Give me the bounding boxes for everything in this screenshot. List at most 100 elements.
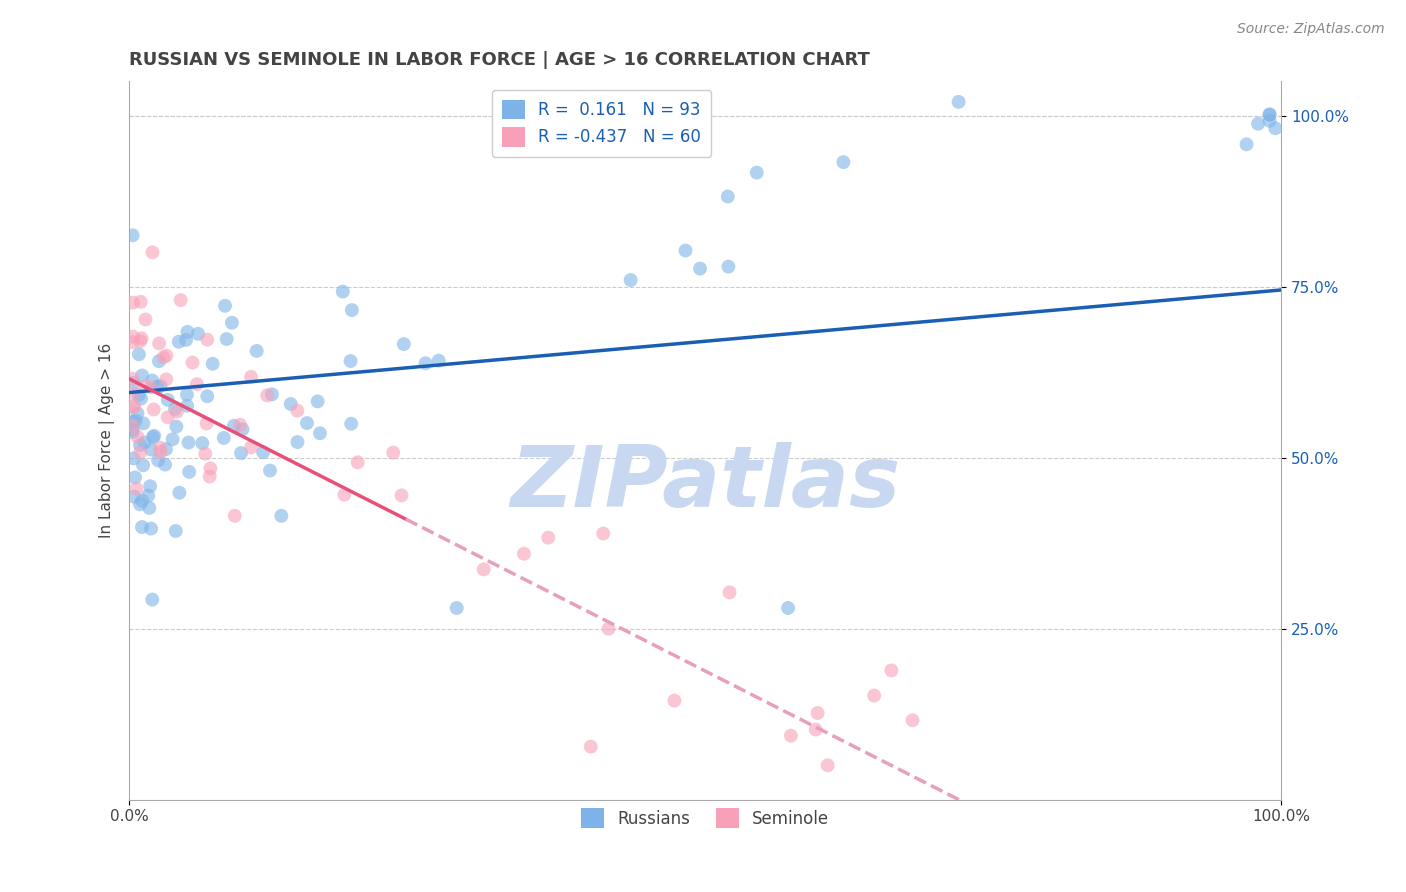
Point: [148, 354, 170, 368]
Point: [129, 497, 152, 511]
Point: [121, 418, 143, 433]
Point: [214, 299, 236, 313]
Point: [146, 380, 169, 394]
Point: [134, 379, 156, 393]
Point: [179, 465, 201, 479]
Point: [513, 547, 536, 561]
Text: ZIPatlas: ZIPatlas: [510, 442, 900, 525]
Point: [339, 354, 361, 368]
Point: [427, 353, 450, 368]
Point: [333, 488, 356, 502]
Point: [141, 592, 163, 607]
Point: [176, 387, 198, 401]
Point: [863, 689, 886, 703]
Point: [285, 403, 308, 417]
Point: [124, 470, 146, 484]
Point: [177, 435, 200, 450]
Point: [155, 349, 177, 363]
Point: [156, 392, 179, 407]
Point: [295, 416, 318, 430]
Point: [307, 394, 329, 409]
Point: [132, 417, 155, 431]
Point: [122, 451, 145, 466]
Point: [717, 260, 740, 274]
Point: [132, 458, 155, 473]
Point: [259, 464, 281, 478]
Point: [340, 417, 363, 431]
Point: [194, 447, 217, 461]
Point: [382, 445, 405, 459]
Point: [195, 417, 218, 431]
Point: [169, 293, 191, 307]
Text: Source: ZipAtlas.com: Source: ZipAtlas.com: [1237, 22, 1385, 37]
Point: [195, 333, 218, 347]
Point: [167, 334, 190, 349]
Point: [149, 445, 172, 459]
Point: [340, 303, 363, 318]
Point: [689, 261, 711, 276]
Point: [198, 469, 221, 483]
Point: [139, 479, 162, 493]
Point: [212, 431, 235, 445]
Point: [256, 388, 278, 402]
Point: [717, 189, 740, 203]
Point: [121, 335, 143, 350]
Point: [136, 489, 159, 503]
Point: [240, 441, 263, 455]
Point: [163, 401, 186, 416]
Point: [598, 622, 620, 636]
Point: [592, 526, 614, 541]
Point: [280, 397, 302, 411]
Point: [1264, 121, 1286, 136]
Point: [804, 723, 827, 737]
Point: [122, 400, 145, 414]
Point: [131, 493, 153, 508]
Point: [1258, 107, 1281, 121]
Point: [165, 419, 187, 434]
Point: [128, 388, 150, 402]
Point: [122, 490, 145, 504]
Point: [127, 406, 149, 420]
Point: [195, 389, 218, 403]
Point: [169, 485, 191, 500]
Point: [121, 228, 143, 243]
Point: [229, 417, 252, 432]
Legend: Russians, Seminole: Russians, Seminole: [574, 802, 837, 834]
Point: [138, 500, 160, 515]
Point: [135, 312, 157, 326]
Point: [121, 415, 143, 429]
Point: [148, 336, 170, 351]
Point: [780, 729, 803, 743]
Point: [309, 426, 332, 441]
Point: [948, 95, 970, 109]
Point: [472, 562, 495, 576]
Point: [153, 458, 176, 472]
Point: [537, 531, 560, 545]
Point: [817, 758, 839, 772]
Point: [125, 414, 148, 428]
Point: [222, 418, 245, 433]
Point: [260, 387, 283, 401]
Point: [415, 356, 437, 370]
Point: [675, 244, 697, 258]
Point: [149, 441, 172, 455]
Point: [143, 429, 166, 443]
Point: [246, 343, 269, 358]
Point: [127, 430, 149, 444]
Point: [832, 155, 855, 169]
Point: [392, 337, 415, 351]
Point: [215, 332, 238, 346]
Point: [287, 435, 309, 450]
Point: [620, 273, 643, 287]
Text: RUSSIAN VS SEMINOLE IN LABOR FORCE | AGE > 16 CORRELATION CHART: RUSSIAN VS SEMINOLE IN LABOR FORCE | AGE…: [129, 51, 870, 69]
Point: [166, 405, 188, 419]
Point: [1258, 113, 1281, 128]
Point: [139, 442, 162, 457]
Point: [131, 331, 153, 345]
Point: [807, 706, 830, 720]
Point: [200, 461, 222, 475]
Point: [142, 430, 165, 444]
Point: [174, 333, 197, 347]
Point: [155, 442, 177, 457]
Point: [139, 380, 162, 394]
